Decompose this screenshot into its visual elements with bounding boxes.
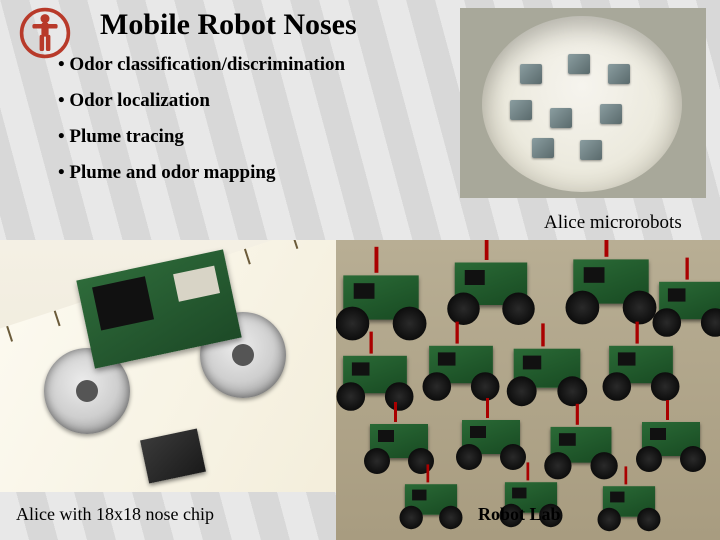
microrobot xyxy=(550,108,572,128)
lab-robot xyxy=(456,412,526,472)
microrobot xyxy=(608,64,630,84)
lab-robot xyxy=(636,414,706,474)
microrobot xyxy=(600,104,622,124)
caption-robot-lab: Robot Lab xyxy=(478,504,561,525)
image-robot-lab xyxy=(336,240,720,540)
microrobot xyxy=(568,54,590,74)
caption-alice-microrobots: Alice microrobots xyxy=(544,212,682,234)
caption-alice-chip: Alice with 18x18 nose chip xyxy=(16,504,214,525)
microrobot xyxy=(580,140,602,160)
lab-robot xyxy=(423,337,500,403)
lab-robot xyxy=(364,416,434,476)
microrobot xyxy=(510,100,532,120)
lab-robot xyxy=(544,419,618,482)
page-title: Mobile Robot Noses xyxy=(100,8,357,42)
lab-robot xyxy=(336,265,427,343)
logo-icon xyxy=(18,6,72,60)
lab-robot xyxy=(598,479,661,533)
lab-robot xyxy=(653,273,720,339)
bullet-list: Odor classification/discrimination Odor … xyxy=(58,54,345,198)
microrobot xyxy=(532,138,554,158)
lab-robot xyxy=(447,253,535,328)
lab-robot xyxy=(566,249,657,327)
bullet-item: Odor localization xyxy=(58,90,345,112)
lab-robot xyxy=(603,337,680,403)
image-alice-microrobots xyxy=(460,8,706,198)
microrobot xyxy=(520,64,542,84)
image-alice-chip xyxy=(0,240,336,492)
lab-robot xyxy=(507,340,588,409)
bullet-item: Plume and odor mapping xyxy=(58,162,345,184)
lab-robot xyxy=(400,477,463,531)
lab-robot xyxy=(337,347,414,413)
bullet-item: Odor classification/discrimination xyxy=(58,54,345,76)
bullet-item: Plume tracing xyxy=(58,126,345,148)
